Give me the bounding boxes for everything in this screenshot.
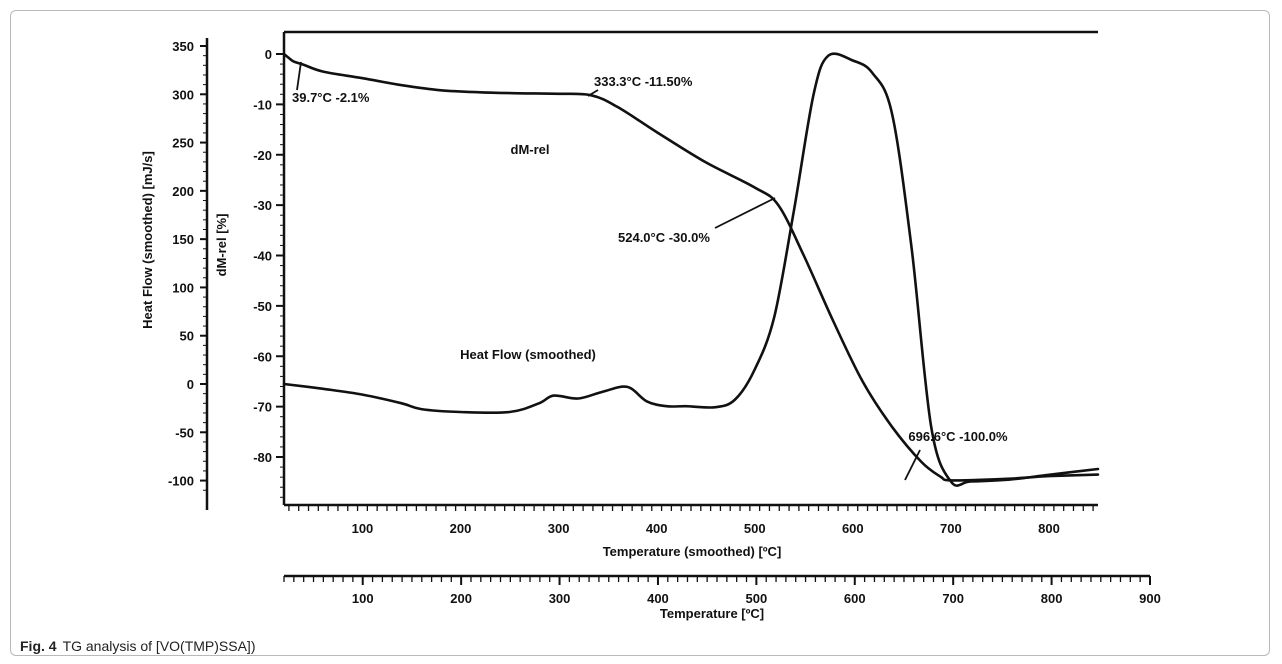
dm-rel-axis: 0 -10 -20 -30 -40 -50 -60 -70 -80 dM-rel [%] xyxy=(214,47,284,498)
annotation-label: 333.3°C -11.50% xyxy=(594,74,693,89)
temperature-smoothed-tick-label: 100 xyxy=(352,521,374,536)
dm-rel-tick-label: -30 xyxy=(253,198,272,213)
dm-rel-tick-label: -40 xyxy=(253,249,272,264)
annotation-label: 696.6°C -100.0% xyxy=(908,429,1008,444)
temperature-tick-label: 800 xyxy=(1041,591,1063,606)
heat-flow-tick-label: 0 xyxy=(187,377,194,392)
heat-flow-tick-label: 250 xyxy=(172,136,194,151)
heat-flow-axis: 350 300 250 200 150 100 50 0 -50 -100 Heat Flow (s… xyxy=(140,38,209,510)
dm-rel-tick-label: -60 xyxy=(253,349,272,364)
temperature-axis: 100 200 300 400 500 600 700 800 900 Temperature [… xyxy=(283,574,1161,621)
dm-rel-tick-label: -80 xyxy=(253,450,272,465)
heat-flow-tick-label: -100 xyxy=(168,474,194,489)
dm-rel-tick-label: -50 xyxy=(253,299,272,314)
annotation-leader xyxy=(904,449,921,481)
temperature-tick-label: 900 xyxy=(1139,591,1161,606)
dm-rel-tick-label: -20 xyxy=(253,148,272,163)
heat-flow-tick-label: 50 xyxy=(180,329,194,344)
temperature-smoothed-tick-label: 500 xyxy=(744,521,766,536)
dm-rel-tick-label: 0 xyxy=(265,47,272,62)
heat-flow-tick-label: 200 xyxy=(172,184,194,199)
temperature-smoothed-tick-label: 400 xyxy=(646,521,668,536)
figure-caption: Fig. 4 TG analysis of [VO(TMP)SSA]) xyxy=(20,638,256,654)
heat-flow-series-label: Heat Flow (smoothed) xyxy=(460,347,596,362)
temperature-smoothed-tick-label: 300 xyxy=(548,521,570,536)
heat-flow-series-line xyxy=(282,52,1100,487)
heat-flow-tick-label: 150 xyxy=(172,232,194,247)
temperature-tick-label: 700 xyxy=(942,591,964,606)
heat-flow-tick-label: 300 xyxy=(172,87,194,102)
temperature-smoothed-tick-label: 800 xyxy=(1038,521,1060,536)
caption-label: Fig. 4 xyxy=(20,638,57,654)
annotation-leader xyxy=(296,61,302,91)
temperature-smoothed-axis-label: Temperature (smoothed) [ºC] xyxy=(603,544,782,559)
dm-rel-series-label: dM-rel xyxy=(511,142,550,157)
annotation-label: 39.7°C -2.1% xyxy=(292,90,370,105)
heat-flow-tick-label: 350 xyxy=(172,39,194,54)
temperature-smoothed-tick-label: 600 xyxy=(842,521,864,536)
temperature-axis-label: Temperature [ºC] xyxy=(660,606,764,621)
heat-flow-axis-label: Heat Flow (smoothed) [mJ/s] xyxy=(140,151,155,329)
temperature-tick-label: 300 xyxy=(549,591,571,606)
figure-frame xyxy=(10,10,1270,656)
temperature-tick-label: 100 xyxy=(352,591,374,606)
heat-flow-tick-label: -50 xyxy=(175,425,194,440)
heat-flow-tick-label: 100 xyxy=(172,280,194,295)
temperature-tick-label: 600 xyxy=(844,591,866,606)
dm-rel-tick-label: -10 xyxy=(253,97,272,112)
annotation-leader xyxy=(714,197,776,229)
label-layer: dM-rel Heat Flow (smoothed) xyxy=(460,142,596,362)
temperature-tick-label: 200 xyxy=(450,591,472,606)
temperature-tick-label: 400 xyxy=(647,591,669,606)
dm-rel-series-line xyxy=(282,52,1100,482)
caption-text: TG analysis of [VO(TMP)SSA]) xyxy=(62,638,256,654)
annotation-label: 524.0°C -30.0% xyxy=(618,230,710,245)
annotation-layer: 39.7°C -2.1% 333.3°C -11.50% 524.0°C -30.0… xyxy=(292,61,1008,481)
temperature-smoothed-axis: 100 200 300 400 500 600 700 800 Temperature (smo… xyxy=(288,505,1094,559)
series-layer xyxy=(282,52,1100,487)
annotation-leader xyxy=(587,89,599,97)
dm-rel-tick-label: -70 xyxy=(253,400,272,415)
temperature-smoothed-tick-label: 700 xyxy=(940,521,962,536)
dm-rel-axis-label: dM-rel [%] xyxy=(214,214,229,277)
temperature-tick-label: 500 xyxy=(746,591,768,606)
temperature-smoothed-tick-label: 200 xyxy=(450,521,472,536)
